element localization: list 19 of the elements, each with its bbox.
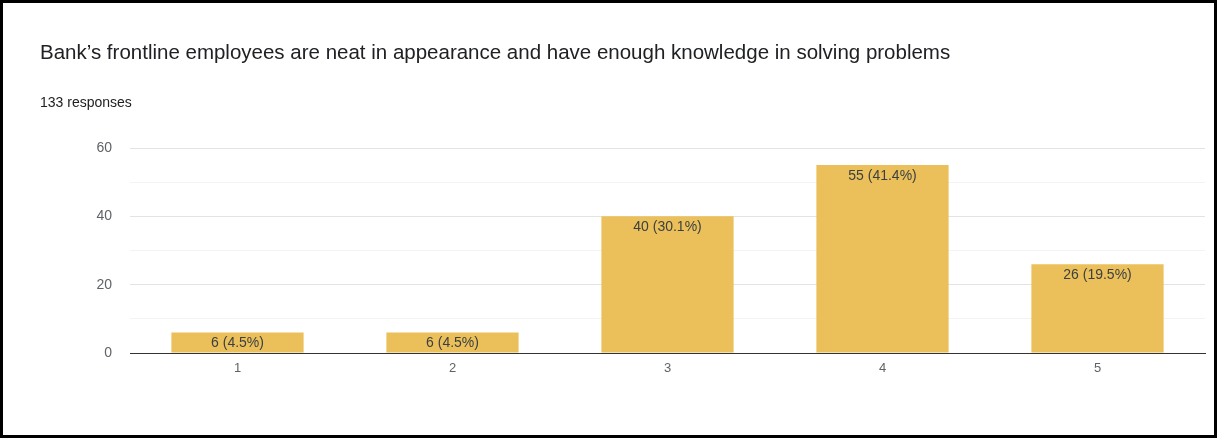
x-tick-label: 1 [233,360,242,376]
y-tick-label: 40 [96,207,113,224]
x-tick-label: 4 [878,360,887,376]
bar [601,216,734,353]
data-label: 40 (30.1%) [633,218,702,235]
chart-subtitle: 133 responses [40,94,132,110]
chart-title: Bank’s frontline employees are neat in appearance and have enough knowledge in solving problems [40,39,952,65]
x-tick-label: 3 [663,360,672,376]
x-tick-label: 2 [448,360,457,376]
bar [1031,264,1164,353]
data-label: 26 (19.5%) [1063,266,1132,283]
data-label: 6 (4.5%) [426,334,479,351]
bar [816,165,949,353]
data-label: 6 (4.5%) [211,334,264,351]
x-tick-label: 5 [1093,360,1102,376]
y-tick-label: 0 [104,343,113,360]
y-tick-label: 20 [96,275,113,292]
data-label: 55 (41.4%) [848,166,917,183]
y-tick-label: 60 [96,138,113,155]
